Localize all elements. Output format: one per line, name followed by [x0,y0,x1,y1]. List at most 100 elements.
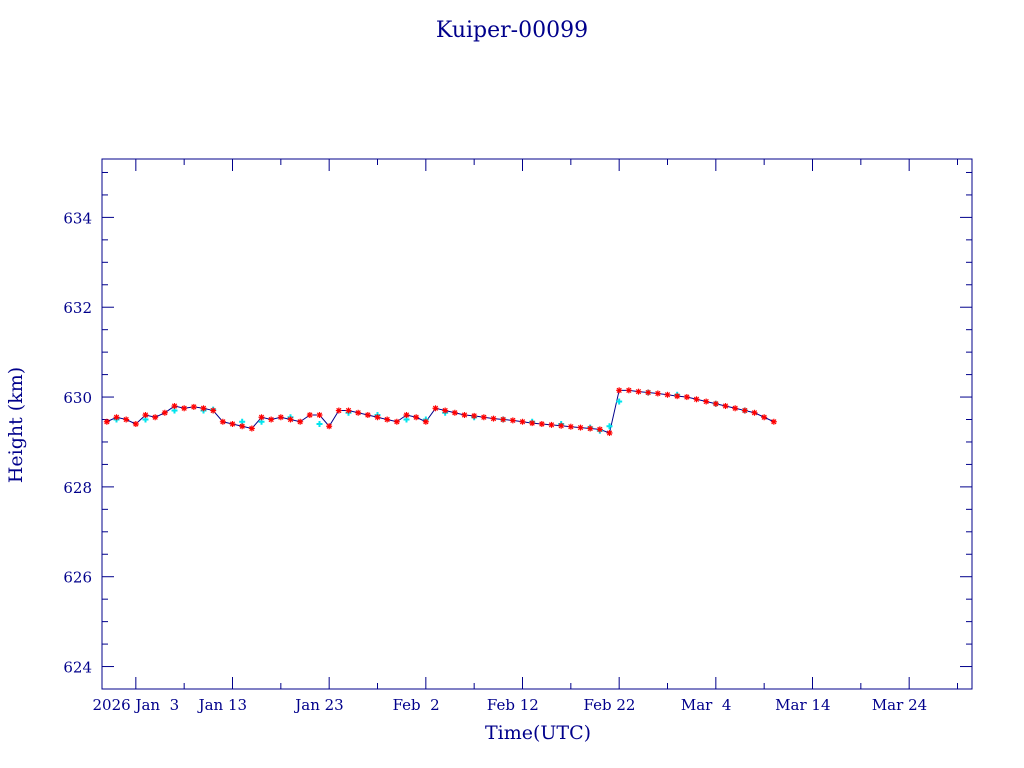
red-data-point [229,421,236,427]
red-marker-d2 [345,407,352,414]
red-marker-d2 [577,424,584,431]
cyan-data-point [316,421,323,427]
red-data-point [693,396,700,403]
red-data-point [287,416,294,423]
x-tick-label: Feb 2 [393,696,440,714]
red-marker-d2 [693,396,700,402]
red-data-point [306,412,313,419]
red-data-point [297,418,304,425]
red-marker-d2 [403,412,410,418]
red-data-point [606,429,613,436]
red-data-point [132,421,139,427]
red-marker-d2 [220,419,226,425]
red-data-point [480,414,487,421]
red-marker-d2 [539,421,545,427]
red-marker-d2 [142,412,149,418]
y-tick-label: 634 [63,209,92,227]
x-axis-ticks: 2026 Jan 3 Jan 13 Jan 23 Feb 2 Feb 12 Feb 22 M… [93,159,958,714]
red-marker-d2 [771,419,777,425]
red-marker-d2 [587,425,593,432]
red-data-point [490,415,497,422]
cyan-data-point [616,398,623,405]
red-data-point [161,409,168,416]
red-marker-d2 [761,414,767,420]
red-marker-d2 [674,393,680,399]
red-marker-d2 [162,410,168,416]
red-data-point [268,416,275,423]
red-data-point [509,417,516,424]
red-data-point [181,405,188,412]
red-marker-d2 [423,419,429,425]
red-data-point [587,425,594,432]
red-marker-d2 [355,410,361,416]
red-marker-d2 [529,420,535,426]
red-marker-d2 [307,412,313,418]
red-data-point [364,412,371,419]
y-axis-label: Height (km) [5,367,27,483]
red-data-point [442,407,449,414]
red-data-point [142,412,149,419]
red-data-point [103,418,110,425]
red-marker-d2 [548,422,555,428]
red-data-point [239,423,246,430]
red-data-point [625,387,632,394]
red-marker-d2 [278,414,284,420]
red-data-point [393,418,400,425]
red-data-point [190,403,197,410]
red-marker-d2 [374,414,381,420]
red-data-point [461,412,468,419]
red-data-point [770,418,777,425]
red-marker-d2 [645,389,651,396]
red-data-point [558,422,565,429]
red-marker-d2 [336,407,342,414]
red-data-point [538,421,545,427]
red-marker-d2 [316,412,323,418]
height-series-line [106,389,775,434]
y-tick-label: 632 [63,299,92,317]
red-data-point [258,414,265,421]
red-data-point [248,425,255,432]
red-marker-d2 [500,416,506,423]
red-marker-d2 [287,416,294,423]
cyan-data-point [606,423,613,430]
red-marker-d2 [510,417,516,424]
red-marker-d2 [394,419,400,425]
red-data-point [355,409,362,416]
x-tick-label: Feb 22 [584,696,636,714]
red-data-point [722,403,729,410]
red-data-point [761,414,768,421]
red-marker-d2 [471,413,477,419]
red-marker-d2 [384,416,390,423]
red-data-point [171,403,178,410]
red-marker-d2 [452,410,458,416]
red-marker-d2 [722,403,729,409]
red-marker-d2 [413,414,419,420]
red-data-point [567,423,574,430]
red-marker-d2 [442,407,448,414]
x-tick-label: Feb 12 [487,696,539,714]
red-data-point [326,423,333,430]
red-data-point [664,391,671,398]
red-data-point [384,416,391,423]
red-data-point [683,394,690,401]
plot-frame [101,158,973,690]
red-marker-d2 [239,423,245,429]
red-data-point [500,416,507,423]
red-data-point [674,393,681,400]
red-marker-d2 [703,398,709,405]
red-marker-d2 [181,405,187,411]
red-marker-d2 [249,425,255,432]
red-marker-d2 [229,421,236,427]
red-data-point [374,414,381,421]
series-layer [103,387,777,436]
red-data-point [596,426,603,433]
red-data-point [703,398,710,405]
red-marker-d2 [626,387,632,393]
red-marker-d2 [268,416,274,423]
x-tick-label: 2026 Jan 3 [93,696,180,714]
x-tick-label: Jan 23 [293,696,343,714]
y-axis-ticks: 624 626 628 630 632 634 [63,171,972,690]
red-data-point [519,418,526,425]
red-data-point [616,387,623,394]
red-marker-d2 [684,394,690,400]
